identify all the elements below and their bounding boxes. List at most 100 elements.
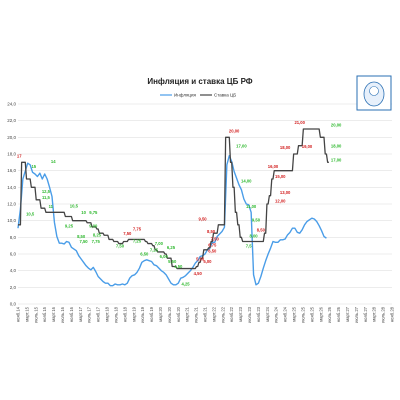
y-tick-label: 20,0 [7, 135, 16, 140]
rate-annotation: 16,00 [268, 164, 279, 169]
rate-annotation: 9,00 [89, 223, 98, 228]
rate-annotation: 8,50 [257, 228, 266, 233]
chart-title: Инфляция и ставка ЦБ РФ [147, 77, 252, 86]
inflation-series-line [17, 154, 327, 287]
rate-annotation: 9,75 [89, 210, 98, 215]
x-tick-label: март.20 [158, 306, 163, 321]
rate-annotation: 4,25 [181, 282, 190, 287]
rate-annotation: 13,00 [280, 190, 291, 195]
x-tick-label: нояб.17 [96, 306, 101, 322]
x-tick-label: июль.28 [381, 306, 386, 323]
y-tick-label: 8,0 [10, 235, 17, 240]
x-tick-label: нояб.21 [203, 306, 208, 322]
rate-annotation: 8,50 [207, 229, 216, 234]
x-tick-label: нояб.22 [229, 306, 234, 322]
key-rate-series-line [18, 128, 329, 270]
x-tick-label: март.22 [211, 306, 216, 321]
x-tick-label: июль.17 [87, 306, 92, 323]
rate-annotation: 21,00 [294, 120, 305, 125]
rate-annotation: 7,25 [133, 238, 142, 243]
x-tick-label: июль.15 [33, 306, 38, 323]
x-tick-label: нояб.20 [176, 306, 181, 322]
legend-key-rate-label: Ставка ЦБ [214, 93, 236, 98]
rate-annotation: 20,00 [229, 128, 240, 133]
rate-annotation: 17 [17, 153, 22, 158]
x-tick-label: нояб.18 [122, 306, 127, 322]
rate-annotation: 7,5 [246, 243, 252, 248]
y-tick-label: 6,0 [10, 252, 17, 257]
rate-annotation: 7,75 [92, 239, 101, 244]
x-tick-label: март.17 [78, 306, 83, 321]
x-tick-label: нояб.23 [256, 306, 261, 322]
rate-annotation: 18,00 [280, 145, 291, 150]
rate-annotation: 7,00 [155, 241, 164, 246]
x-tick-label: март.23 [238, 306, 243, 321]
rate-annotation: 6,75 [208, 243, 217, 248]
y-tick-label: 0,0 [10, 302, 17, 307]
rate-annotation: 5,00 [203, 259, 212, 264]
x-tick-label: июль.16 [60, 306, 65, 323]
x-tick-label: июль.21 [194, 306, 199, 323]
rate-annotation: 7,50 [211, 237, 220, 242]
x-tick-label: июль.23 [247, 306, 252, 323]
rate-annotation: 6,50 [140, 252, 149, 257]
x-tick-label: июль.19 [140, 306, 145, 323]
y-tick-label: 10,0 [7, 218, 16, 223]
x-tick-label: март.27 [345, 306, 350, 321]
x-tick-label: март.24 [265, 306, 270, 321]
rate-annotation: 7,50 [79, 239, 88, 244]
x-tick-label: март.21 [185, 306, 190, 321]
rate-annotation: 9,50 [252, 218, 261, 223]
rate-annotation: 8,00 [249, 233, 258, 238]
x-tick-label: июль.26 [327, 306, 332, 323]
rate-annotation: 6,25 [167, 245, 176, 250]
rate-annotation: 6,00 [160, 254, 169, 259]
x-tick-label: нояб.24 [283, 306, 288, 322]
rate-annotation: 4,50 [174, 264, 183, 269]
rate-annotation: 8,50 [77, 234, 86, 239]
logo [356, 75, 392, 111]
x-tick-label: март.18 [105, 306, 110, 321]
x-tick-label: нояб.19 [149, 306, 154, 322]
y-tick-label: 24,0 [7, 102, 16, 107]
y-tick-label: 22,0 [7, 118, 16, 123]
x-tick-label: нояб.14 [16, 306, 21, 322]
rate-annotation: 9,25 [65, 223, 74, 228]
y-tick-label: 14,0 [7, 185, 16, 190]
y-tick-label: 18,0 [7, 152, 16, 157]
rate-annotation: 7,25 [150, 248, 159, 253]
rate-annotation: 10,5 [70, 203, 79, 208]
x-tick-label: июль.27 [354, 306, 359, 323]
rate-annotation: 12,5 [42, 189, 51, 194]
x-tick-label: нояб.27 [363, 306, 368, 322]
rate-annotation: 12,00 [275, 198, 286, 203]
rate-annotation: 8,25 [93, 233, 102, 238]
x-tick-label: март.25 [292, 306, 297, 321]
legend: Инфляция Ставка ЦБ [160, 93, 236, 98]
rate-annotation: 5,50 [168, 259, 177, 264]
x-tick-label: нояб.28 [390, 306, 395, 322]
rate-annotation: 4,50 [194, 271, 203, 276]
y-tick-label: 12,0 [7, 202, 16, 207]
rate-annotation: 14,00 [241, 178, 252, 183]
rate-annotation: 15 [31, 164, 36, 169]
legend-inflation-label: Инфляция [174, 93, 196, 98]
x-tick-label: нояб.25 [309, 306, 314, 322]
rate-annotation: 6,50 [208, 248, 217, 253]
y-tick-label: 4,0 [10, 268, 17, 273]
x-tick-label: июль.22 [220, 306, 225, 323]
rate-annotation: 10,5 [26, 212, 35, 217]
rate-annotation: 7,50 [116, 243, 125, 248]
y-tick-label: 2,0 [10, 285, 17, 290]
x-tick-label: март.19 [131, 306, 136, 321]
rate-annotation: 17,00 [331, 158, 342, 163]
x-tick-label: июль.24 [274, 306, 279, 323]
x-tick-label: июль.20 [167, 306, 172, 323]
rate-annotation: 11,5 [42, 195, 51, 200]
x-tick-label: март.26 [318, 306, 323, 321]
x-tick-label: июль.18 [113, 306, 118, 323]
x-tick-label: нояб.16 [69, 306, 74, 322]
x-tick-label: июль.25 [300, 306, 305, 323]
x-tick-label: нояб.26 [336, 306, 341, 322]
